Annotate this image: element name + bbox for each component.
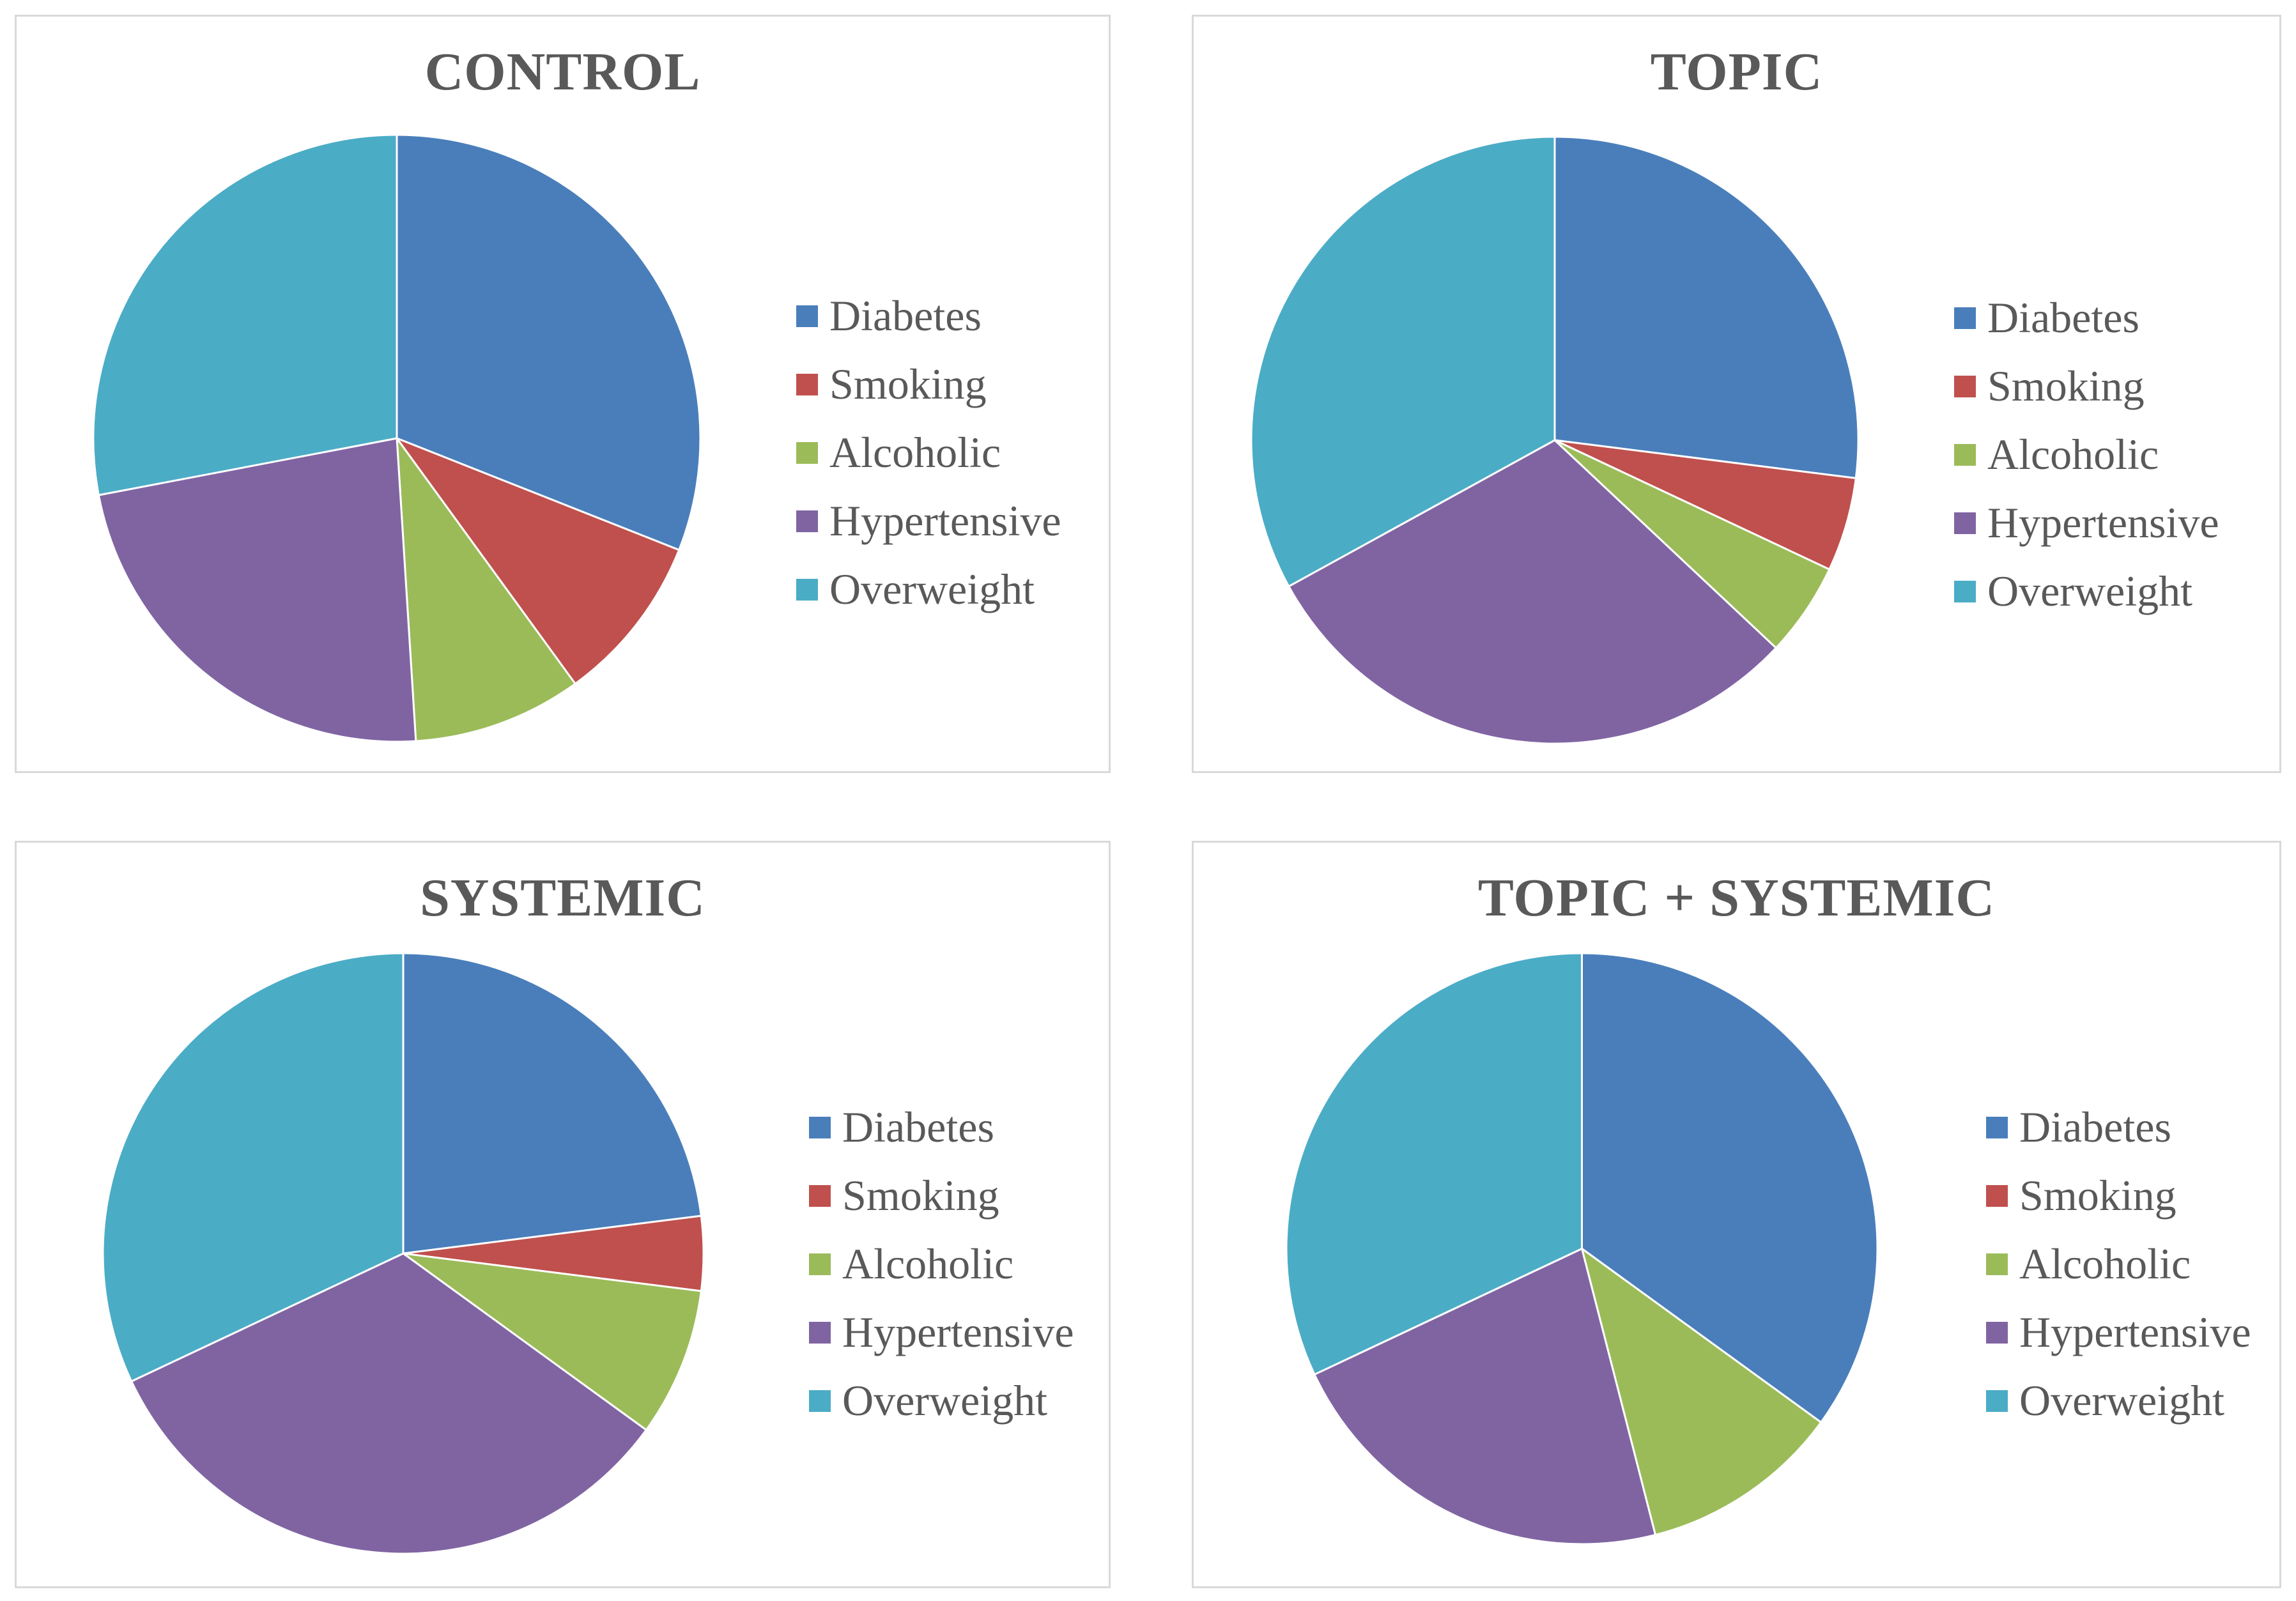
pie-slice-diabetes: [1553, 135, 1860, 480]
legend-swatch-smoking: [796, 373, 818, 395]
legend-swatch-overweight: [1986, 1390, 2008, 1412]
pie-slice-alcoholic: [1553, 439, 1831, 650]
legend-swatch-diabetes: [1954, 307, 1976, 329]
pie-slice-diabetes: [396, 134, 702, 551]
legend-label: Smoking: [842, 1171, 999, 1220]
legend-label: Hypertensive: [1987, 498, 2219, 547]
legend-label: Hypertensive: [829, 496, 1061, 545]
pie-chart: [1250, 135, 1860, 745]
pie-slice-smoking: [1554, 439, 1857, 571]
legend-label: Alcoholic: [842, 1239, 1014, 1288]
legend-swatch-overweight: [1954, 580, 1976, 602]
legend-item-hypertensive: Hypertensive: [796, 487, 1061, 555]
legend-swatch-alcoholic: [796, 441, 818, 464]
pie-slice-alcoholic: [1580, 1246, 1822, 1536]
legend-label: Diabetes: [829, 291, 982, 340]
pie-slice-hypertensive: [1287, 439, 1778, 745]
legend-label: Smoking: [829, 360, 987, 408]
legend-swatch-diabetes: [796, 305, 818, 327]
legend-swatch-smoking: [1954, 375, 1976, 397]
chart-panel-topic-systemic: TOPIC + SYSTEMIC Diabetes Smoking Alcoho…: [1192, 841, 2281, 1588]
chart-title: SYSTEMIC: [420, 868, 705, 928]
pie-slice-overweight: [92, 134, 398, 496]
legend-label: Alcoholic: [829, 428, 1001, 477]
chart-panel-topic: TOPIC Diabetes Smoking Alcoholic Hyperte…: [1192, 15, 2281, 773]
pie-slice-overweight: [1250, 135, 1556, 588]
legend-label: Diabetes: [2019, 1103, 2171, 1151]
legend-swatch-smoking: [1986, 1184, 2008, 1207]
chart-title: CONTROL: [424, 42, 701, 102]
legend-item-diabetes: Diabetes: [1986, 1093, 2251, 1161]
legend-item-hypertensive: Hypertensive: [1986, 1298, 2251, 1367]
legend-label: Overweight: [2019, 1376, 2225, 1425]
pie-slice-overweight: [1285, 952, 1583, 1376]
pie-chart: [102, 952, 705, 1555]
legend-label: Overweight: [829, 565, 1035, 613]
legend-label: Alcoholic: [2019, 1239, 2191, 1288]
legend-item-overweight: Overweight: [1954, 557, 2219, 625]
legend-item-smoking: Smoking: [809, 1161, 1074, 1230]
legend: Diabetes Smoking Alcoholic Hypertensive …: [1986, 1093, 2251, 1435]
legend-swatch-alcoholic: [1954, 443, 1976, 466]
legend-item-alcoholic: Alcoholic: [796, 418, 1061, 487]
pie-chart: [1285, 952, 1879, 1545]
legend-label: Overweight: [842, 1376, 1048, 1425]
legend-item-hypertensive: Hypertensive: [809, 1298, 1074, 1367]
legend-swatch-diabetes: [809, 1116, 831, 1138]
pie-slice-alcoholic: [403, 1252, 702, 1432]
legend-item-smoking: Smoking: [796, 350, 1061, 418]
legend-item-alcoholic: Alcoholic: [809, 1230, 1074, 1298]
legend-item-alcoholic: Alcoholic: [1986, 1230, 2251, 1298]
chart-panel-systemic: SYSTEMIC Diabetes Smoking Alcoholic Hype…: [15, 841, 1111, 1588]
legend-swatch-smoking: [809, 1184, 831, 1207]
pie-slice-hypertensive: [130, 1252, 648, 1555]
pie-slice-diabetes: [1581, 952, 1879, 1424]
legend-item-diabetes: Diabetes: [1954, 284, 2219, 352]
legend-swatch-overweight: [809, 1390, 831, 1412]
pie-chart: [92, 134, 702, 743]
legend: Diabetes Smoking Alcoholic Hypertensive …: [1954, 284, 2219, 625]
legend-item-overweight: Overweight: [809, 1367, 1074, 1435]
pie-slice-diabetes: [402, 952, 702, 1255]
legend-label: Smoking: [1987, 362, 2145, 410]
legend-item-overweight: Overweight: [796, 555, 1061, 624]
pie-slice-overweight: [102, 952, 404, 1383]
legend-item-diabetes: Diabetes: [809, 1093, 1074, 1161]
legend-item-smoking: Smoking: [1986, 1161, 2251, 1230]
legend-label: Diabetes: [842, 1103, 994, 1151]
legend-label: Alcoholic: [1987, 430, 2159, 479]
legend-item-hypertensive: Hypertensive: [1954, 489, 2219, 557]
legend: Diabetes Smoking Alcoholic Hypertensive …: [796, 282, 1061, 624]
legend-swatch-overweight: [796, 578, 818, 601]
legend-swatch-hypertensive: [1986, 1321, 2008, 1344]
legend-item-overweight: Overweight: [1986, 1367, 2251, 1435]
legend: Diabetes Smoking Alcoholic Hypertensive …: [809, 1093, 1074, 1435]
legend-item-smoking: Smoking: [1954, 352, 2219, 420]
legend-label: Hypertensive: [2019, 1308, 2251, 1356]
pie-slice-alcoholic: [396, 434, 577, 742]
legend-item-alcoholic: Alcoholic: [1954, 420, 2219, 489]
pie-slice-hypertensive: [1313, 1247, 1657, 1545]
legend-label: Smoking: [2019, 1171, 2177, 1220]
legend-item-diabetes: Diabetes: [796, 282, 1061, 350]
legend-label: Overweight: [1987, 567, 2193, 615]
chart-title: TOPIC + SYSTEMIC: [1477, 868, 1996, 928]
legend-swatch-alcoholic: [809, 1253, 831, 1275]
chart-panel-control: CONTROL Diabetes Smoking Alcoholic Hyper…: [15, 15, 1111, 773]
chart-title: TOPIC: [1650, 42, 1823, 102]
pie-slice-hypertensive: [97, 437, 417, 743]
legend-swatch-hypertensive: [809, 1321, 831, 1344]
legend-label: Hypertensive: [842, 1308, 1074, 1356]
legend-swatch-alcoholic: [1986, 1253, 2008, 1275]
pie-slice-smoking: [394, 436, 681, 686]
legend-label: Diabetes: [1987, 293, 2139, 342]
legend-swatch-diabetes: [1986, 1116, 2008, 1138]
legend-swatch-hypertensive: [1954, 512, 1976, 534]
legend-swatch-hypertensive: [796, 510, 818, 532]
